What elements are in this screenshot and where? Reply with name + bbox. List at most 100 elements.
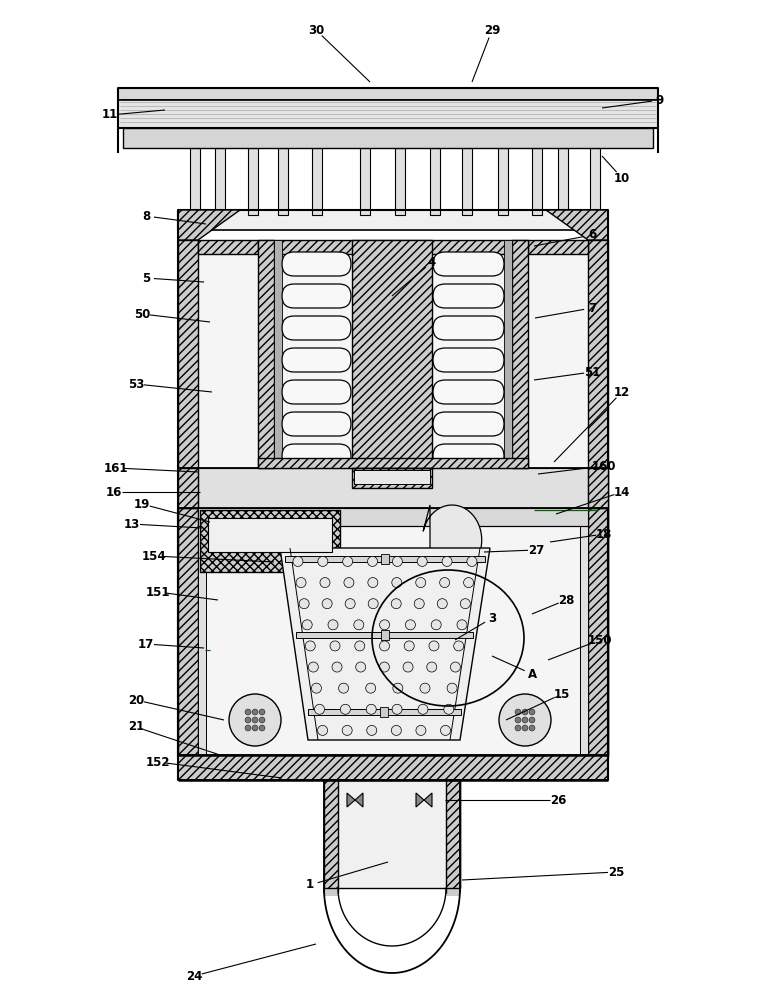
- Circle shape: [427, 662, 437, 672]
- Bar: [258, 240, 274, 468]
- Bar: [590, 148, 600, 215]
- Text: 10: 10: [614, 172, 630, 184]
- Bar: [580, 508, 588, 755]
- Circle shape: [293, 556, 303, 566]
- Bar: [198, 508, 588, 755]
- Bar: [381, 630, 389, 640]
- Bar: [430, 148, 440, 215]
- FancyBboxPatch shape: [433, 348, 504, 372]
- FancyBboxPatch shape: [433, 284, 504, 308]
- Circle shape: [368, 599, 378, 609]
- Text: 5: 5: [142, 271, 150, 284]
- Circle shape: [343, 725, 353, 735]
- Polygon shape: [178, 210, 240, 240]
- Bar: [198, 508, 588, 526]
- Circle shape: [252, 717, 258, 723]
- Text: 14: 14: [614, 486, 631, 498]
- Bar: [380, 707, 388, 717]
- Circle shape: [403, 662, 413, 672]
- Text: 13: 13: [124, 518, 140, 530]
- Circle shape: [259, 709, 265, 715]
- Circle shape: [467, 556, 477, 566]
- Text: 24: 24: [186, 970, 202, 982]
- Circle shape: [460, 599, 470, 609]
- FancyBboxPatch shape: [282, 284, 351, 308]
- Circle shape: [379, 641, 389, 651]
- Circle shape: [515, 709, 521, 715]
- Text: 50: 50: [134, 308, 151, 320]
- Polygon shape: [280, 548, 490, 740]
- Polygon shape: [423, 505, 482, 575]
- Circle shape: [379, 620, 389, 630]
- Bar: [498, 148, 508, 215]
- Bar: [324, 780, 460, 888]
- Circle shape: [529, 725, 535, 731]
- Circle shape: [296, 578, 306, 588]
- Bar: [123, 128, 653, 148]
- Text: 53: 53: [127, 377, 144, 390]
- Circle shape: [522, 717, 528, 723]
- Circle shape: [368, 578, 378, 588]
- Bar: [198, 240, 588, 468]
- Circle shape: [305, 641, 316, 651]
- Bar: [446, 780, 460, 888]
- Circle shape: [322, 599, 332, 609]
- Bar: [324, 780, 338, 888]
- Bar: [381, 554, 389, 564]
- Circle shape: [259, 717, 265, 723]
- Circle shape: [245, 717, 251, 723]
- Circle shape: [418, 704, 428, 714]
- Bar: [504, 240, 512, 468]
- Circle shape: [302, 620, 313, 630]
- Circle shape: [442, 556, 452, 566]
- Bar: [352, 468, 432, 488]
- Bar: [198, 508, 206, 755]
- Text: 30: 30: [308, 23, 324, 36]
- FancyBboxPatch shape: [433, 316, 504, 340]
- FancyBboxPatch shape: [433, 444, 504, 468]
- FancyBboxPatch shape: [433, 252, 504, 276]
- Circle shape: [529, 709, 535, 715]
- Circle shape: [245, 709, 251, 715]
- Text: 28: 28: [558, 593, 574, 606]
- Circle shape: [367, 725, 377, 735]
- Circle shape: [252, 709, 258, 715]
- Bar: [285, 556, 485, 562]
- Circle shape: [447, 683, 457, 693]
- Polygon shape: [416, 793, 432, 807]
- Text: 7: 7: [588, 302, 596, 314]
- FancyBboxPatch shape: [282, 348, 351, 372]
- Circle shape: [420, 683, 430, 693]
- Bar: [178, 210, 608, 230]
- Circle shape: [414, 599, 424, 609]
- Bar: [178, 240, 198, 758]
- Circle shape: [356, 662, 366, 672]
- Text: 8: 8: [142, 210, 150, 223]
- Bar: [258, 240, 528, 254]
- Circle shape: [344, 578, 354, 588]
- Bar: [588, 508, 608, 755]
- Bar: [215, 148, 225, 215]
- Bar: [462, 148, 472, 215]
- Text: 29: 29: [484, 23, 500, 36]
- Bar: [312, 148, 322, 215]
- Text: 150: 150: [588, 634, 612, 647]
- Circle shape: [406, 620, 415, 630]
- Bar: [178, 468, 198, 508]
- Bar: [446, 888, 460, 896]
- Text: 26: 26: [550, 794, 566, 806]
- Circle shape: [522, 709, 528, 715]
- Bar: [360, 148, 370, 215]
- Bar: [324, 888, 338, 896]
- Circle shape: [245, 725, 251, 731]
- Bar: [198, 468, 588, 508]
- Circle shape: [345, 599, 355, 609]
- Text: 25: 25: [607, 865, 624, 879]
- Text: A: A: [528, 668, 537, 680]
- Bar: [528, 240, 588, 254]
- Bar: [178, 755, 608, 780]
- Circle shape: [354, 620, 364, 630]
- Text: 1: 1: [306, 879, 314, 892]
- Circle shape: [330, 641, 340, 651]
- Circle shape: [464, 578, 474, 588]
